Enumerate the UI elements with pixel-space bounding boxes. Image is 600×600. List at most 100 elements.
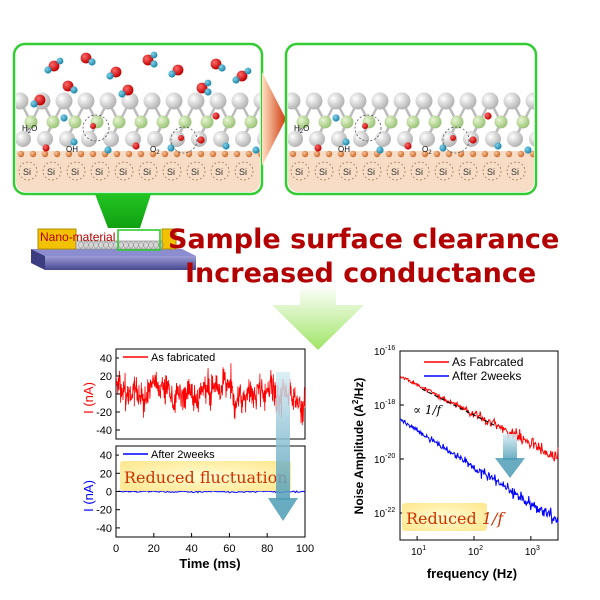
- legend-label: As fabricated: [151, 352, 215, 364]
- molecule-hydrogen: [204, 79, 212, 87]
- lattice-white-atom: [309, 131, 325, 147]
- y-tick-label: 0: [106, 487, 112, 499]
- silicon-site: [90, 161, 110, 181]
- silicon-site: [162, 161, 182, 181]
- after-two-weeks-spectrum: [399, 418, 559, 525]
- silicon-label: Si: [47, 167, 55, 177]
- adsorbed-atom: [524, 146, 532, 154]
- x-tick-label: 80: [261, 543, 273, 555]
- lattice-white-atom: [81, 131, 97, 147]
- y-tick-label: -20: [96, 407, 112, 419]
- headline-line-1: Sample surface clearance: [168, 224, 559, 255]
- y-axis-label: Noise Amplitude (A2/Hz): [351, 378, 366, 515]
- strip-hex-cell: [97, 241, 105, 249]
- x-tick-label: 40: [185, 543, 197, 555]
- lattice-green-atom: [134, 115, 148, 129]
- silicon-label: Si: [295, 167, 303, 177]
- lattice-white-atom: [77, 92, 95, 110]
- silicon-site: [42, 161, 62, 181]
- strip-hex-cell: [122, 241, 130, 249]
- legend-label: After 2weeks: [452, 369, 521, 383]
- lattice-green-atom: [46, 115, 60, 129]
- y-tick-label: 40: [100, 353, 112, 365]
- lattice-white-atom: [371, 92, 389, 110]
- y-tick-label: -40: [96, 425, 112, 437]
- x-axis-label: frequency (Hz): [427, 566, 517, 581]
- silicon-site: [434, 161, 454, 181]
- adsorbed-atom: [60, 114, 68, 122]
- adsorbed-atom: [376, 146, 384, 154]
- lattice-white-atom: [288, 131, 303, 147]
- interface-oxygen-atom: [161, 150, 169, 158]
- y-axis-label-main: Noise Amplitude (A: [352, 404, 366, 515]
- one-over-f-label: ∝ 1/f: [413, 403, 444, 417]
- process-arrow: [262, 72, 286, 166]
- adsorbed-atom: [484, 112, 492, 120]
- strip-hex-cell: [102, 241, 110, 249]
- silicon-site: [362, 161, 382, 181]
- panel-before: Si Si Si Si Si Si Si Si Si Si H2O OH O2: [12, 42, 264, 196]
- interface-oxygen-atom: [409, 150, 417, 158]
- substrate-band: [16, 151, 260, 192]
- interface-oxygen-atom: [197, 150, 205, 158]
- x-tick-label: 0: [113, 543, 119, 555]
- interface-oxygen-atom: [233, 150, 241, 158]
- annotation-text: Reduced: [406, 509, 482, 528]
- molecule-hydrogen: [106, 72, 114, 80]
- interface-oxygen-atom: [325, 150, 333, 158]
- strip-hex-cell: [92, 241, 100, 249]
- reduced-fluctuation-callout: Reduced fluctuation: [120, 461, 291, 491]
- adsorbed-atom: [494, 142, 502, 150]
- interface-oxygen-atom: [433, 150, 441, 158]
- adsorbed-atom: [212, 112, 220, 120]
- adsorbed-atom: [252, 146, 260, 154]
- device-schematic: Nano-material: [31, 228, 196, 270]
- as-fabricated-trace: [115, 363, 306, 426]
- lattice-green-atom: [472, 115, 486, 129]
- lattice-green-atom: [384, 115, 398, 129]
- molecule-hydrogen: [30, 100, 38, 108]
- interface-oxygen-atom: [65, 150, 73, 158]
- y-tick-label: 20: [100, 468, 112, 480]
- interface-oxygen-atom: [89, 150, 97, 158]
- lattice-white-atom: [415, 92, 433, 110]
- interface-oxygen-atom: [385, 150, 393, 158]
- svg-text:Reduced 1/f: Reduced 1/f: [406, 509, 506, 528]
- lattice-green-atom: [318, 115, 332, 129]
- lattice-white-atom: [459, 92, 477, 110]
- silicon-site: [234, 161, 254, 181]
- annotation-text: Reduced fluctuation: [124, 468, 288, 487]
- silicon-label: Si: [415, 167, 423, 177]
- silicon-label: Si: [487, 167, 495, 177]
- adsorbed-atom: [132, 142, 140, 150]
- lattice-white-atom: [529, 131, 534, 147]
- molecule-hydrogen: [150, 60, 158, 68]
- molecule-hydrogen: [118, 90, 126, 98]
- interface-oxygen-atom: [349, 150, 357, 158]
- adsorbed-atom: [167, 144, 175, 152]
- interface-oxygen-atom: [505, 150, 513, 158]
- lattice-white-atom: [121, 92, 139, 110]
- y-tick-label: 10-18: [374, 399, 395, 412]
- lattice-white-atom: [327, 92, 345, 110]
- silicon-label: Si: [191, 167, 199, 177]
- y-tick-label: 10-22: [374, 507, 395, 520]
- legend-label: After 2weeks: [151, 449, 215, 461]
- strip-hex-cell: [82, 241, 90, 249]
- adsorbed-atom: [332, 114, 340, 122]
- lattice-white-atom: [375, 131, 391, 147]
- adsorbed-atom: [342, 138, 350, 146]
- strip-hex-cell: [142, 241, 150, 249]
- silicon-site: [114, 161, 134, 181]
- silicon-label: Si: [239, 167, 247, 177]
- silicon-site: [458, 161, 478, 181]
- silicon-site: [186, 161, 206, 181]
- lattice-green-atom: [450, 115, 464, 129]
- y-axis-label-top: I (nA): [81, 382, 96, 414]
- silicon-site: [18, 161, 38, 181]
- nano-material-strip: [75, 240, 165, 250]
- lattice-white-atom: [393, 92, 411, 110]
- interface-oxygen-atom: [517, 150, 525, 158]
- as-fabricated-spectrum: [399, 375, 559, 462]
- trend-arrow-spectrum: [495, 434, 525, 478]
